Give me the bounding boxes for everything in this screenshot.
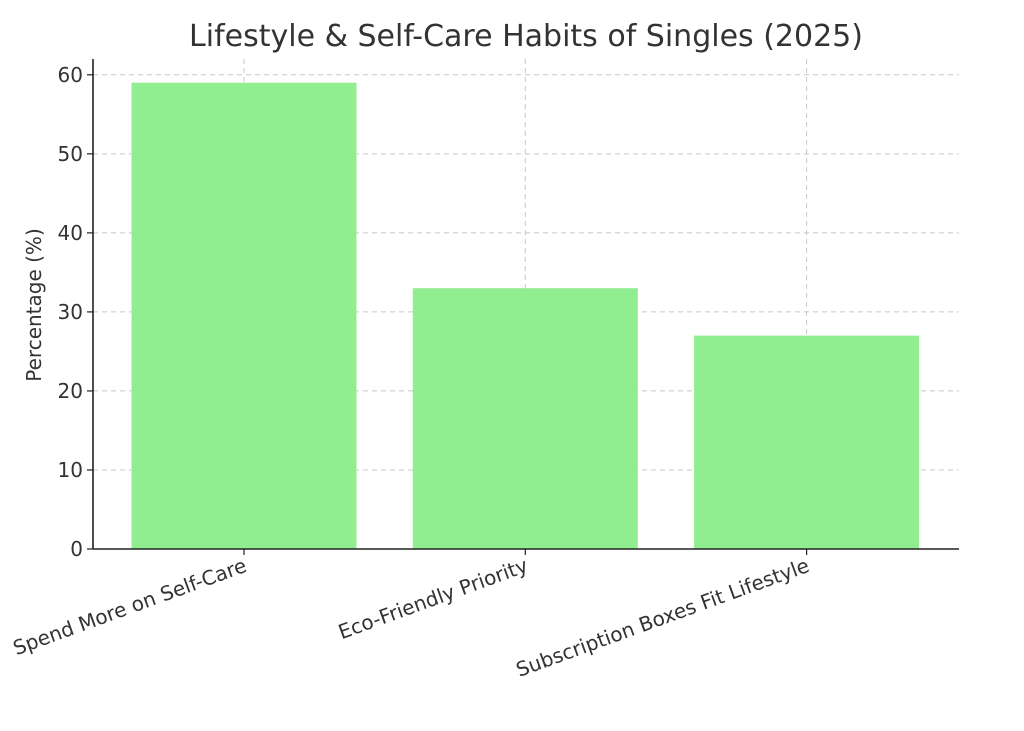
y-tick-label: 30 bbox=[58, 300, 83, 324]
y-tick-label: 20 bbox=[58, 379, 83, 403]
y-tick-label: 50 bbox=[58, 142, 83, 166]
y-ticks: 0 10 20 30 40 50 60 bbox=[58, 63, 93, 561]
y-tick-label: 10 bbox=[58, 458, 83, 482]
x-ticks: Spend More on Self-Care Eco-Friendly Prio… bbox=[10, 549, 813, 682]
x-tick-label: Eco-Friendly Priority bbox=[335, 553, 531, 644]
bars bbox=[131, 82, 920, 549]
x-tick-label: Spend More on Self-Care bbox=[10, 553, 250, 660]
x-tick-label: Subscription Boxes Fit Lifestyle bbox=[513, 553, 813, 682]
y-tick-label: 0 bbox=[70, 537, 83, 561]
bar bbox=[412, 288, 638, 549]
bar bbox=[694, 335, 920, 549]
y-axis-label: Percentage (%) bbox=[22, 228, 46, 381]
y-tick-label: 60 bbox=[58, 63, 83, 87]
bar bbox=[131, 82, 357, 549]
axes bbox=[92, 59, 959, 550]
chart-title: Lifestyle & Self-Care Habits of Singles … bbox=[189, 19, 863, 54]
y-tick-label: 40 bbox=[58, 221, 83, 245]
